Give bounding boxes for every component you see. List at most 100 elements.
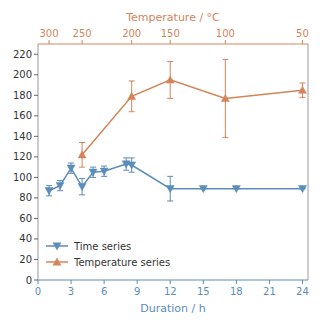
y-tick	[34, 115, 38, 116]
x-tick-label: 21	[263, 286, 276, 297]
error-bar	[129, 158, 135, 172]
y-tick-label: 180	[13, 90, 32, 101]
x-axis-line	[38, 280, 308, 281]
y-tick	[34, 218, 38, 219]
error-bar-cap	[123, 157, 129, 158]
error-bar-cap	[79, 167, 85, 168]
x2-tick	[49, 40, 50, 44]
error-bar	[123, 158, 129, 170]
error-bar	[222, 59, 228, 137]
error-bar-cap	[167, 176, 173, 177]
error-bar	[101, 166, 107, 176]
x-tick	[203, 280, 204, 284]
y-tick	[34, 280, 38, 281]
series-line	[82, 80, 302, 155]
error-bar-cap	[90, 167, 96, 168]
x-tick-label: 3	[68, 286, 74, 297]
plot-area	[45, 59, 306, 201]
point	[298, 86, 306, 93]
legend-swatch-marker	[53, 258, 61, 265]
background	[0, 0, 320, 320]
error-bar-cap	[129, 172, 135, 173]
x2-axis-title: Temperature / °C	[125, 11, 220, 24]
point	[298, 185, 306, 192]
legend: Time series Temperature series	[46, 241, 170, 268]
x2-tick-label: 200	[122, 28, 141, 39]
y-tick-label: 160	[13, 110, 32, 121]
right-frame-line	[308, 44, 309, 280]
error-bar	[57, 180, 63, 190]
x-tick	[137, 280, 138, 284]
error-bar	[46, 186, 52, 196]
error-bar-cap	[79, 178, 85, 179]
error-bar	[167, 61, 173, 98]
x2-tick	[170, 40, 171, 44]
x2-tick-label: 50	[296, 28, 309, 39]
point	[232, 185, 240, 192]
error-bar-cap	[123, 170, 129, 171]
point	[78, 183, 86, 190]
y-tick	[34, 156, 38, 157]
error-bar-cap	[222, 137, 228, 138]
point	[221, 94, 229, 101]
y-tick	[34, 95, 38, 96]
y-tick-label: 100	[13, 172, 32, 183]
point	[78, 151, 86, 158]
y-tick-label: 40	[19, 233, 32, 244]
y-axis: 020406080100120140160180200220	[13, 49, 38, 286]
legend-label: Temperature series	[73, 257, 170, 268]
error-bar-cap	[68, 163, 74, 164]
point	[166, 76, 174, 83]
error-bar-cap	[129, 111, 135, 112]
error-bar	[90, 167, 96, 177]
error-bar-cap	[79, 142, 85, 143]
error-bar-cap	[101, 166, 107, 167]
series-line	[49, 164, 302, 191]
x2-tick-label: 300	[39, 28, 58, 39]
series	[78, 59, 306, 167]
y-tick-label: 20	[19, 254, 32, 265]
error-bar	[79, 178, 85, 194]
point	[45, 188, 53, 195]
x-tick-label: 24	[296, 286, 309, 297]
y-tick-label: 80	[19, 192, 32, 203]
error-bar-cap	[79, 194, 85, 195]
error-bar-cap	[46, 185, 52, 186]
x-tick-label: 6	[101, 286, 107, 297]
point	[128, 92, 136, 99]
y-tick-label: 120	[13, 151, 32, 162]
x2-tick-label: 250	[73, 28, 92, 39]
y-tick-label: 0	[26, 275, 32, 286]
y-tick	[34, 54, 38, 55]
x-tick-label: 0	[35, 286, 41, 297]
error-bar	[299, 83, 305, 97]
y-tick-label: 220	[13, 49, 32, 60]
x2-axis-line	[38, 44, 308, 45]
point	[128, 162, 136, 169]
error-bar-cap	[167, 98, 173, 99]
y-tick	[34, 136, 38, 137]
x-tick	[170, 280, 171, 284]
x2-tick-label: 100	[216, 28, 235, 39]
point	[67, 165, 75, 172]
point	[56, 182, 64, 189]
error-bar-cap	[129, 80, 135, 81]
x2-tick	[302, 40, 303, 44]
series	[45, 158, 306, 201]
x-tick-label: 18	[230, 286, 243, 297]
y-tick	[34, 238, 38, 239]
y-tick	[34, 177, 38, 178]
error-bar-cap	[167, 61, 173, 62]
x-tick	[302, 280, 303, 284]
x-axis: 03691215182124Duration / h	[35, 280, 309, 315]
error-bar	[129, 81, 135, 112]
y-axis-line	[38, 44, 39, 280]
error-bar-cap	[46, 195, 52, 196]
x-tick	[269, 280, 270, 284]
legend-item: Time series	[46, 241, 131, 252]
x2-tick	[82, 40, 83, 44]
x2-tick-label: 150	[161, 28, 180, 39]
error-bar-cap	[299, 82, 305, 83]
error-bar-cap	[57, 180, 63, 181]
error-bar-cap	[222, 59, 228, 60]
